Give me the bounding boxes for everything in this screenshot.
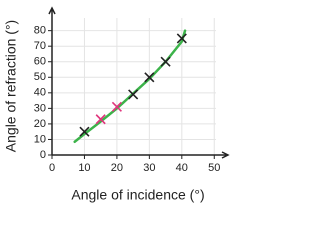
- x-tick-label: 10: [78, 162, 90, 174]
- y-tick-label: 10: [34, 133, 46, 145]
- marker-x: [176, 33, 187, 44]
- x-tick-label: 20: [111, 162, 123, 174]
- y-axis: [48, 6, 56, 155]
- x-tick-label: 30: [143, 162, 155, 174]
- marker-x: [79, 126, 90, 137]
- y-tick-label: 40: [34, 87, 46, 99]
- y-tick-label: 0: [40, 149, 46, 161]
- y-tick-label: 70: [34, 40, 46, 52]
- marker-x: [95, 114, 106, 125]
- y-tick-label: 30: [34, 102, 46, 114]
- marker-x: [111, 101, 122, 112]
- x-tick-label: 50: [208, 162, 220, 174]
- marker-x: [128, 89, 139, 100]
- y-tick-label: 20: [34, 118, 46, 130]
- chart: Angle of incidence (°) Angle of refracti…: [3, 6, 230, 203]
- curve: [73, 29, 187, 144]
- marker-x: [144, 72, 155, 83]
- y-tick-label: 50: [34, 71, 46, 83]
- marker-x: [160, 56, 171, 67]
- y-tick-label: 80: [34, 25, 46, 37]
- x-tick-label: 0: [49, 162, 55, 174]
- y-tick-label: 60: [34, 56, 46, 68]
- x-axis: [52, 151, 230, 159]
- x-tick-label: 40: [176, 162, 188, 174]
- y-axis-title: Angle of refraction (°): [3, 20, 19, 152]
- x-axis-title: Angle of incidence (°): [71, 187, 204, 203]
